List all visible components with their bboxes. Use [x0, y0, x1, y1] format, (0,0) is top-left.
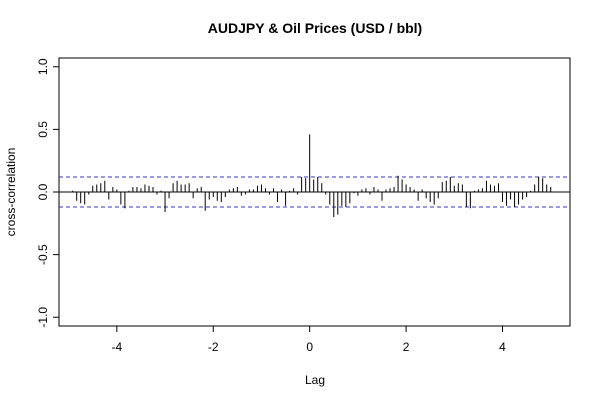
plot-area: -4 -2 0 2 4 -1.0 -0.5 0.0 0.5 1.0	[36, 57, 571, 354]
x-tick-label: -4	[112, 340, 123, 354]
y-axis-label: cross-correlation	[4, 148, 18, 237]
x-tick-label: 4	[499, 340, 506, 354]
y-tick-label: -1.0	[36, 307, 50, 328]
y-tick-label: -0.5	[36, 244, 50, 265]
x-tick-label: 2	[403, 340, 410, 354]
y-tick-label: 1.0	[36, 58, 50, 75]
x-axis-label: Lag	[305, 373, 325, 387]
x-tick-label: -2	[208, 340, 219, 354]
x-tick-label: 0	[306, 340, 313, 354]
y-tick-label: 0.0	[36, 183, 50, 200]
y-tick-label: 0.5	[36, 121, 50, 138]
chart-title: AUDJPY & Oil Prices (USD / bbl)	[208, 20, 422, 36]
